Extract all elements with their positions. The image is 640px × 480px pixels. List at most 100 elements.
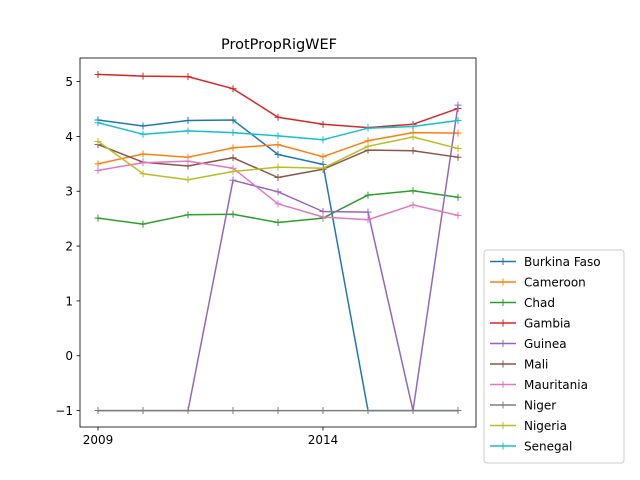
legend-entry: Mali — [490, 358, 548, 372]
legend-label: Niger — [524, 399, 556, 413]
legend-marker — [499, 258, 507, 265]
legend-entry: Mauritania — [490, 378, 588, 392]
data-point — [454, 407, 462, 415]
y-tick-label: 5 — [65, 75, 73, 89]
data-point — [229, 176, 237, 184]
data-point — [274, 141, 282, 149]
axes-layer: 2009 2014 −1 0 1 2 3 4 5 — [55, 57, 477, 447]
legend-entry: Gambia — [490, 317, 571, 331]
data-point — [454, 211, 462, 219]
series-9 — [94, 117, 462, 144]
data-point — [409, 147, 417, 155]
data-point — [454, 193, 462, 201]
data-point — [184, 117, 192, 125]
legend-entry: Burkina Faso — [490, 255, 601, 269]
data-point — [319, 153, 327, 161]
data-point — [274, 188, 282, 196]
chart-title: ProtPropRigWEF — [221, 37, 337, 53]
legend-label: Gambia — [524, 317, 571, 331]
data-point — [274, 113, 282, 121]
data-point — [94, 214, 102, 222]
y-tick-label: 3 — [65, 185, 73, 199]
x-tick-label: 2014 — [308, 433, 339, 447]
data-point — [139, 407, 147, 415]
data-point — [319, 164, 327, 172]
legend-entry: Nigeria — [490, 419, 567, 433]
legend-marker — [499, 360, 507, 368]
data-point — [454, 117, 462, 125]
series-6 — [94, 157, 462, 224]
y-tick-label: 1 — [65, 294, 73, 308]
data-point — [454, 153, 462, 161]
data-point — [94, 70, 102, 78]
data-point — [94, 166, 102, 174]
data-point — [319, 213, 327, 221]
legend-label: Cameroon — [524, 276, 586, 290]
data-point — [364, 407, 372, 415]
legend-marker — [499, 422, 507, 429]
data-point — [139, 122, 147, 130]
legend-label: Burkina Faso — [524, 255, 601, 269]
data-point — [274, 218, 282, 226]
series-2 — [94, 187, 462, 228]
legend-marker — [499, 401, 507, 409]
data-point — [409, 123, 417, 131]
data-point — [319, 407, 327, 415]
series-7 — [94, 407, 462, 415]
data-point — [229, 116, 237, 124]
legend-marker — [499, 278, 507, 286]
y-tick-label: −1 — [55, 404, 73, 418]
legend-label: Chad — [524, 296, 555, 310]
data-point — [229, 129, 237, 137]
data-point — [184, 127, 192, 135]
data-point — [454, 144, 462, 152]
data-point — [274, 150, 282, 158]
data-point — [229, 407, 237, 415]
data-point — [184, 176, 192, 184]
y-tick-label: 2 — [65, 240, 73, 254]
data-point — [184, 73, 192, 81]
data-point — [139, 170, 147, 178]
legend-marker — [499, 299, 507, 306]
x-tick-label: 2009 — [83, 433, 114, 447]
data-point — [409, 187, 417, 195]
data-point — [139, 72, 147, 80]
data-point — [364, 191, 372, 199]
data-point — [94, 137, 102, 145]
legend-marker — [499, 319, 507, 327]
data-point — [409, 133, 417, 141]
data-point — [184, 211, 192, 219]
y-tick-label: 0 — [65, 349, 73, 363]
data-point — [319, 136, 327, 144]
data-point — [319, 120, 327, 128]
data-point — [229, 144, 237, 152]
legend-entry: Cameroon — [490, 276, 586, 290]
data-point — [364, 124, 372, 132]
legend-label: Mali — [524, 358, 548, 372]
data-point — [94, 160, 102, 168]
data-point — [274, 407, 282, 415]
data-point — [454, 101, 462, 109]
data-point — [409, 201, 417, 209]
data-point — [229, 154, 237, 162]
series-layer — [94, 70, 462, 415]
legend-entry: Guinea — [490, 337, 567, 351]
data-point — [274, 132, 282, 140]
legend-entry: Niger — [490, 399, 556, 413]
y-tick-label: 4 — [65, 130, 73, 144]
data-point — [139, 159, 147, 167]
legend-label: Senegal — [524, 440, 572, 454]
data-point — [364, 142, 372, 150]
legend-box — [483, 249, 625, 464]
legend: Burkina Faso Cameroon Chad Gambia Guinea Mali… — [483, 249, 625, 464]
data-point — [364, 208, 372, 216]
legend-entry: Chad — [490, 296, 555, 310]
data-point — [229, 85, 237, 93]
data-point — [274, 163, 282, 171]
legend-marker — [499, 442, 507, 450]
legend-label: Mauritania — [524, 378, 588, 392]
data-point — [139, 220, 147, 228]
data-point — [94, 119, 102, 127]
data-point — [454, 129, 462, 137]
